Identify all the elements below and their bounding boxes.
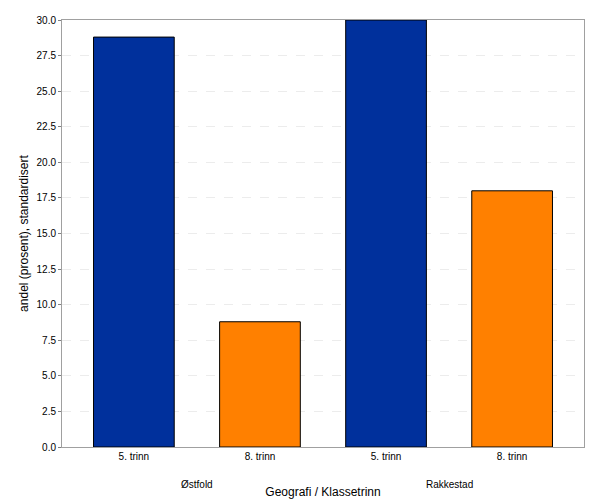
svg-text:15.0: 15.0 xyxy=(37,228,57,239)
svg-text:5.0: 5.0 xyxy=(42,370,56,381)
svg-text:Østfold: Østfold xyxy=(181,479,213,490)
svg-text:8. trinn: 8. trinn xyxy=(245,451,276,462)
svg-text:17.5: 17.5 xyxy=(37,192,57,203)
svg-text:8. trinn: 8. trinn xyxy=(497,451,528,462)
svg-text:25.0: 25.0 xyxy=(37,86,57,97)
svg-text:5. trinn: 5. trinn xyxy=(371,451,402,462)
svg-text:22.5: 22.5 xyxy=(37,121,57,132)
svg-text:10.0: 10.0 xyxy=(37,299,57,310)
svg-text:20.0: 20.0 xyxy=(37,157,57,168)
svg-text:30.0: 30.0 xyxy=(37,15,57,26)
svg-text:5. trinn: 5. trinn xyxy=(119,451,150,462)
svg-text:Geografi / Klassetrinn: Geografi / Klassetrinn xyxy=(265,485,380,499)
svg-text:12.5: 12.5 xyxy=(37,264,57,275)
svg-text:27.5: 27.5 xyxy=(37,50,57,61)
svg-text:7.5: 7.5 xyxy=(42,335,56,346)
svg-text:andel (prosent), standardisert: andel (prosent), standardisert xyxy=(17,154,31,311)
svg-text:0.0: 0.0 xyxy=(42,442,56,453)
svg-text:2.5: 2.5 xyxy=(42,406,56,417)
svg-text:Rakkestad: Rakkestad xyxy=(426,479,473,490)
